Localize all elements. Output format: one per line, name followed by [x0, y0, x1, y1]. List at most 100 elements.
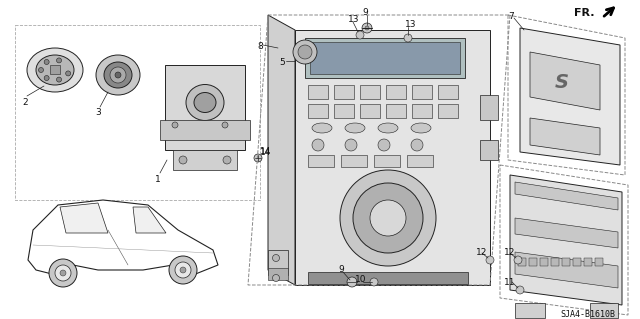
Bar	[308, 272, 468, 284]
Polygon shape	[60, 203, 108, 233]
Bar	[386, 85, 406, 99]
Polygon shape	[510, 175, 622, 305]
Circle shape	[293, 40, 317, 64]
Bar	[573, 258, 581, 266]
Text: 2: 2	[22, 98, 28, 107]
Circle shape	[110, 67, 126, 83]
Bar	[540, 258, 548, 266]
Bar	[407, 155, 433, 167]
Text: 9: 9	[338, 265, 344, 274]
Circle shape	[179, 156, 187, 164]
Circle shape	[44, 59, 49, 64]
Circle shape	[180, 267, 186, 273]
Circle shape	[66, 71, 70, 76]
Polygon shape	[295, 30, 490, 285]
Polygon shape	[515, 182, 618, 210]
Bar	[386, 104, 406, 118]
Text: 3: 3	[95, 108, 100, 117]
Bar	[173, 150, 237, 170]
Bar	[165, 65, 245, 150]
Circle shape	[514, 256, 522, 264]
Circle shape	[175, 262, 191, 278]
Bar	[360, 104, 380, 118]
Circle shape	[340, 170, 436, 266]
Circle shape	[56, 58, 61, 63]
Polygon shape	[530, 118, 600, 155]
Circle shape	[356, 31, 364, 39]
Polygon shape	[268, 15, 295, 285]
Bar	[334, 85, 354, 99]
Bar	[584, 258, 592, 266]
Circle shape	[115, 72, 121, 78]
Polygon shape	[515, 252, 618, 288]
Ellipse shape	[194, 93, 216, 113]
Polygon shape	[515, 218, 618, 248]
Bar	[438, 85, 458, 99]
Ellipse shape	[411, 123, 431, 133]
Text: 14: 14	[260, 148, 271, 157]
Circle shape	[486, 256, 494, 264]
Circle shape	[49, 259, 77, 287]
Bar	[15, 25, 260, 200]
Circle shape	[254, 154, 262, 162]
Text: 12: 12	[476, 248, 488, 257]
Bar	[515, 303, 545, 318]
Ellipse shape	[36, 55, 74, 85]
Circle shape	[38, 68, 44, 72]
Polygon shape	[133, 207, 166, 233]
Polygon shape	[530, 52, 600, 110]
Circle shape	[273, 275, 280, 281]
Circle shape	[411, 139, 423, 151]
Text: 8: 8	[257, 42, 263, 51]
Text: 11: 11	[504, 278, 515, 287]
Text: 14: 14	[260, 147, 271, 156]
Bar	[562, 258, 570, 266]
Circle shape	[347, 277, 357, 287]
Bar	[412, 104, 432, 118]
Circle shape	[362, 23, 372, 33]
Circle shape	[353, 183, 423, 253]
Text: 13: 13	[348, 15, 360, 24]
Polygon shape	[28, 200, 218, 275]
Text: 5: 5	[279, 58, 285, 67]
Circle shape	[60, 270, 66, 276]
Circle shape	[378, 139, 390, 151]
Circle shape	[365, 26, 369, 30]
Circle shape	[56, 77, 61, 82]
Text: 10: 10	[355, 275, 367, 284]
Bar	[268, 250, 288, 275]
Bar	[590, 303, 618, 318]
Bar	[308, 104, 328, 118]
Bar	[595, 258, 603, 266]
Bar	[480, 95, 498, 120]
Ellipse shape	[104, 62, 132, 88]
Bar	[360, 85, 380, 99]
Circle shape	[312, 139, 324, 151]
Ellipse shape	[27, 48, 83, 92]
Circle shape	[516, 286, 524, 294]
Bar	[438, 104, 458, 118]
Text: 7: 7	[508, 12, 514, 21]
Bar	[308, 155, 334, 167]
Bar	[412, 85, 432, 99]
Ellipse shape	[312, 123, 332, 133]
Circle shape	[404, 34, 412, 42]
Ellipse shape	[186, 85, 224, 121]
Ellipse shape	[345, 123, 365, 133]
Ellipse shape	[378, 123, 398, 133]
Circle shape	[345, 139, 357, 151]
Text: S: S	[555, 72, 569, 92]
Text: 9: 9	[362, 8, 368, 17]
Circle shape	[44, 76, 49, 80]
Text: FR.: FR.	[574, 8, 595, 18]
Bar	[518, 258, 526, 266]
Circle shape	[223, 156, 231, 164]
Bar	[341, 155, 367, 167]
Bar	[160, 120, 250, 140]
Bar	[551, 258, 559, 266]
Bar	[374, 155, 400, 167]
Text: 13: 13	[405, 20, 417, 29]
Circle shape	[370, 200, 406, 236]
Circle shape	[370, 278, 378, 286]
Text: SJA4-B1610B: SJA4-B1610B	[560, 310, 615, 319]
